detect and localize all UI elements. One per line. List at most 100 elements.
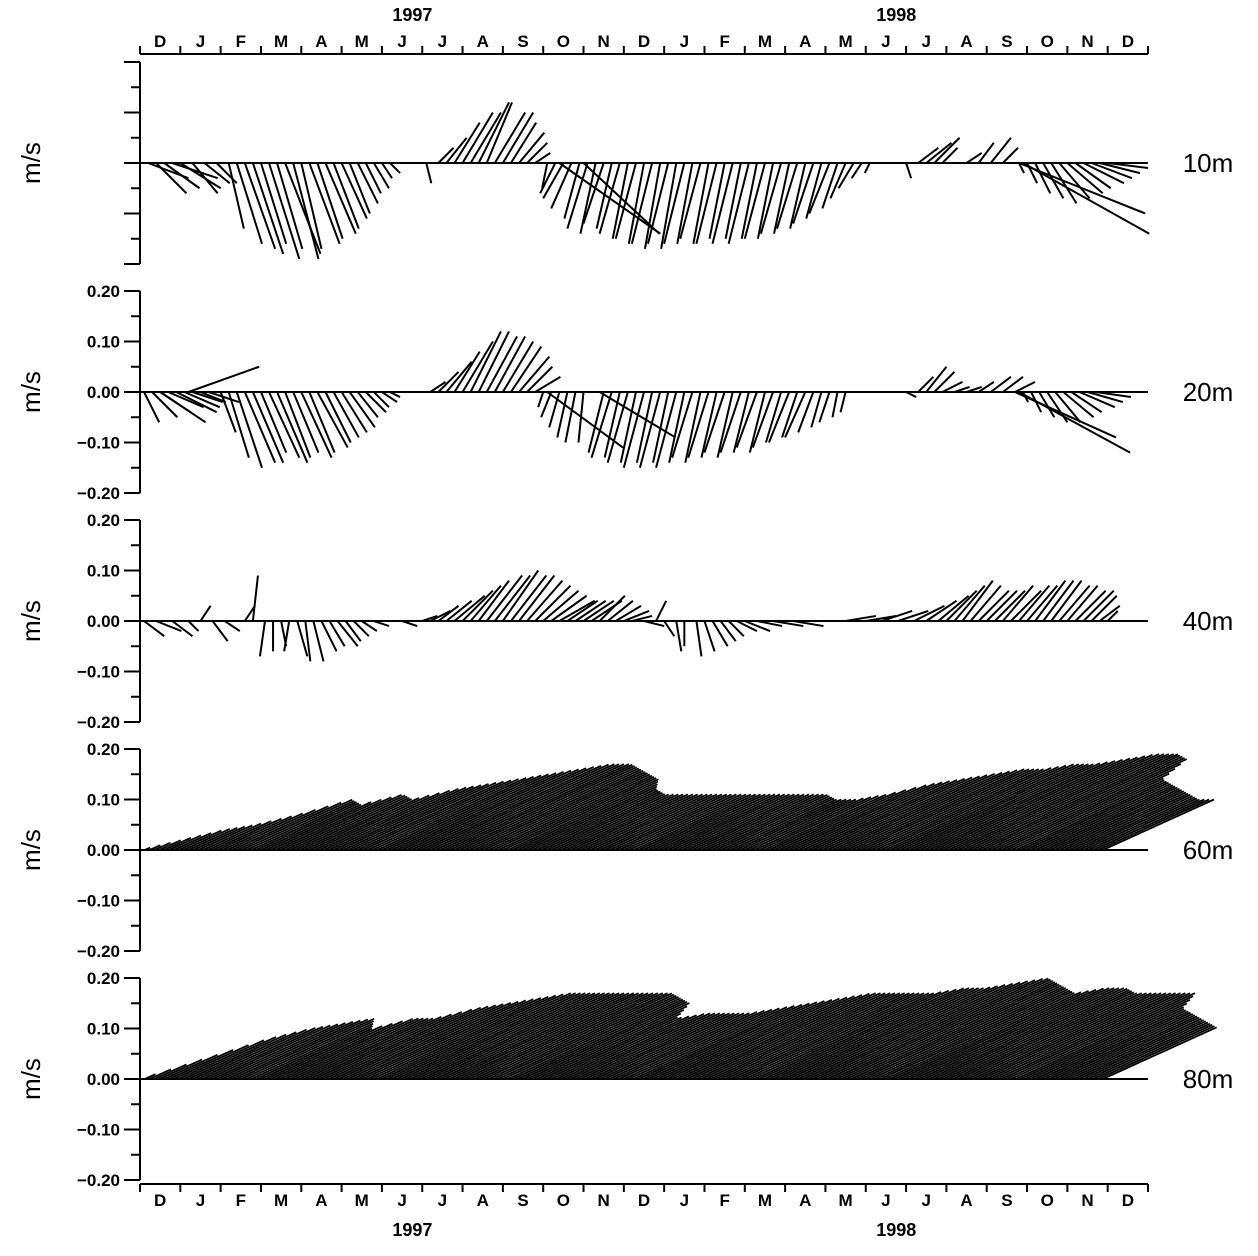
panel-y-tick-label: −0.10	[77, 1121, 120, 1140]
current-vector-stick	[542, 162, 565, 199]
current-vector-stick	[899, 988, 1097, 1080]
current-vector-stick	[507, 780, 659, 851]
current-vector-stick	[292, 391, 320, 453]
current-vector-stick	[671, 995, 855, 1080]
current-vector-stick	[579, 1012, 726, 1080]
current-vector-stick	[783, 784, 927, 851]
current-vector-stick	[227, 391, 250, 458]
current-vector-stick	[365, 391, 387, 413]
current-vector-stick	[1068, 794, 1191, 851]
current-vector-stick	[884, 992, 1075, 1080]
current-vector-stick	[401, 620, 418, 627]
current-vector-stick	[879, 990, 1073, 1080]
current-vector-stick	[478, 992, 668, 1080]
current-vector-stick	[284, 391, 312, 459]
bottom-month-label: F	[719, 1191, 729, 1210]
current-vector-stick	[454, 766, 638, 851]
current-vector-stick	[208, 391, 240, 404]
current-vector-stick	[860, 986, 1064, 1080]
current-vector-stick	[773, 987, 975, 1080]
current-vector-stick	[792, 781, 943, 851]
current-vector-stick	[178, 829, 222, 851]
current-vector-stick	[1042, 579, 1075, 622]
current-vector-stick	[736, 620, 758, 632]
current-vector-stick	[463, 992, 654, 1080]
panel-y-tick-label: −0.10	[77, 434, 120, 453]
current-vector-stick	[1020, 1002, 1188, 1080]
current-vector-stick	[633, 1005, 795, 1080]
current-vector-stick	[977, 589, 1010, 622]
current-vector-stick	[663, 162, 686, 245]
current-vector-stick	[199, 605, 212, 622]
current-vector-stick	[155, 620, 182, 633]
bottom-month-label: J	[922, 1191, 931, 1210]
current-vector-stick	[449, 765, 635, 851]
current-vector-stick	[696, 992, 886, 1080]
current-vector-stick	[991, 763, 1182, 851]
current-vector-stick	[304, 797, 420, 851]
current-vector-stick	[1058, 584, 1091, 622]
current-vector-stick	[154, 1063, 187, 1080]
current-vector-stick	[526, 579, 564, 622]
current-vector-stick	[913, 604, 945, 622]
current-vector-stick	[925, 366, 948, 393]
current-vector-stick	[541, 162, 549, 189]
current-vector-stick	[587, 391, 605, 453]
current-vector-stick	[531, 790, 661, 851]
current-vector-stick	[251, 575, 259, 622]
current-vector-stick	[875, 765, 1059, 851]
current-vector-stick	[224, 620, 241, 632]
panel-y-label: m/s	[16, 829, 46, 871]
current-vector-stick	[619, 391, 637, 463]
current-vector-stick	[243, 162, 277, 250]
current-vector-stick	[732, 391, 750, 453]
current-vector-stick	[300, 162, 323, 250]
current-vector-stick	[191, 162, 219, 194]
current-vector-stick	[635, 391, 654, 463]
current-vector-stick	[492, 994, 677, 1080]
current-vector-stick	[212, 817, 282, 851]
current-vector-stick	[425, 162, 433, 184]
current-vector-stick	[703, 620, 716, 652]
current-vector-stick	[1099, 162, 1141, 175]
current-vector-stick	[942, 991, 1135, 1080]
current-vector-stick	[879, 764, 1067, 851]
current-vector-stick	[905, 391, 917, 398]
bottom-month-label: M	[274, 1191, 288, 1210]
current-vector-stick	[1018, 391, 1131, 454]
current-vector-stick	[783, 987, 984, 1080]
current-vector-stick	[251, 162, 285, 255]
current-vector-stick	[143, 391, 161, 423]
current-vector-stick	[203, 162, 231, 184]
current-vector-stick	[276, 162, 304, 250]
current-vector-stick	[469, 111, 502, 164]
top-month-label: A	[315, 32, 327, 51]
current-vector-stick	[797, 984, 1006, 1080]
current-vector-stick	[534, 152, 551, 164]
current-vector-stick	[899, 763, 1089, 851]
current-vector-stick	[925, 142, 953, 164]
current-vector-stick	[371, 994, 557, 1080]
current-vector-stick	[781, 391, 799, 438]
current-vector-stick	[836, 770, 1010, 851]
current-vector-stick	[536, 1012, 682, 1080]
current-vector-stick	[744, 620, 771, 633]
current-vector-stick	[540, 391, 553, 418]
panel-depth-label: 20m	[1183, 377, 1234, 407]
current-vector-stick	[657, 793, 781, 851]
bottom-month-label: J	[397, 1191, 406, 1210]
current-vector-stick	[356, 391, 379, 418]
current-vector-stick	[850, 768, 1030, 851]
current-vector-stick	[518, 574, 556, 622]
panel-y-tick-label: 0.10	[87, 1020, 120, 1039]
bottom-month-label: A	[315, 1191, 327, 1210]
current-vector-stick	[202, 1027, 316, 1080]
current-vector-stick	[518, 355, 551, 393]
current-vector-stick	[202, 822, 262, 851]
current-vector-stick	[265, 801, 372, 851]
current-vector-stick	[692, 162, 710, 244]
current-vector-stick	[647, 1001, 818, 1080]
current-vector-stick	[778, 987, 980, 1080]
current-vector-stick	[1070, 391, 1103, 414]
current-vector-stick	[183, 1036, 277, 1080]
